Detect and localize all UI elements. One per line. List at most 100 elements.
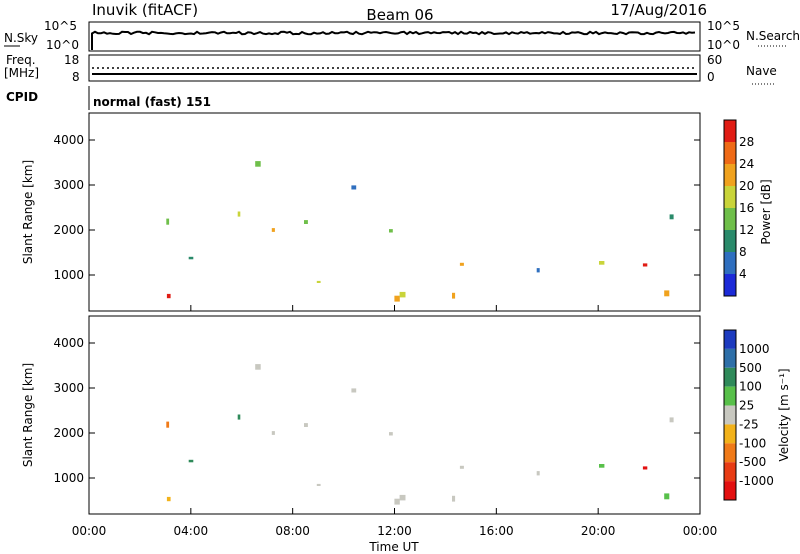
velocity-cell xyxy=(351,388,357,393)
nsearch-tick-top: 10^5 xyxy=(707,19,740,33)
velocity-colorbar: 1000 500 100 25 -25 -100 -500 -1000 xyxy=(723,329,774,501)
velocity-cell xyxy=(166,421,170,428)
power-cell xyxy=(304,220,308,224)
velocity-ytick-label: 3000 xyxy=(53,381,84,395)
nave-label: Nave xyxy=(746,64,777,78)
velocity-cell xyxy=(389,432,393,436)
velocity-heatmap xyxy=(166,364,674,505)
power-ytick-label: 4000 xyxy=(53,133,84,147)
velocity-panel-frame xyxy=(88,315,701,515)
power-colorbar-tick: 28 xyxy=(739,135,754,149)
power-cell xyxy=(188,256,194,260)
velocity-ytick-label: 1000 xyxy=(53,471,84,485)
time-x-ticks: 00:00 04:00 08:00 12:00 16:00 20:00 00:00 xyxy=(72,305,718,538)
nsky-tick-top: 10^5 xyxy=(44,19,77,33)
nsky-tick-bottom: 10^0 xyxy=(46,38,79,52)
velocity-colorbar-swatch xyxy=(724,443,736,463)
nave-tick-top: 60 xyxy=(707,53,722,67)
x-tick-label: 16:00 xyxy=(479,524,514,538)
power-heatmap xyxy=(166,161,674,302)
velocity-colorbar-swatch xyxy=(724,367,736,387)
velocity-colorbar-tick: -25 xyxy=(739,417,759,431)
power-cell xyxy=(389,229,393,233)
velocity-colorbar-swatch xyxy=(724,405,736,425)
freq-label: Freq. xyxy=(6,53,36,67)
power-cell xyxy=(664,290,670,297)
power-cell xyxy=(351,185,357,190)
power-cell xyxy=(166,218,170,225)
nsearch-label: N.Search xyxy=(746,29,800,43)
nsky-label: N.Sky xyxy=(4,31,38,45)
power-colorbar: 4 8 12 16 20 24 28 xyxy=(723,119,754,297)
power-colorbar-frame xyxy=(723,119,737,297)
station-title: Inuvik (fitACF) xyxy=(92,1,198,19)
power-colorbar-swatch xyxy=(724,252,736,274)
x-tick-label: 20:00 xyxy=(581,524,616,538)
velocity-cell xyxy=(316,483,321,486)
nave-tick-bottom: 0 xyxy=(707,70,715,84)
velocity-cell xyxy=(255,364,261,370)
nsky-trace xyxy=(91,30,696,50)
x-tick-label: 00:00 xyxy=(683,524,718,538)
power-cell xyxy=(459,262,464,266)
velocity-cell xyxy=(188,459,194,463)
velocity-colorbar-swatch xyxy=(724,386,736,406)
power-colorbar-swatch xyxy=(724,164,736,186)
power-cell xyxy=(669,214,674,220)
power-cell xyxy=(642,263,648,267)
velocity-cell xyxy=(166,496,171,502)
power-cell xyxy=(452,292,456,299)
nsearch-tick-bottom: 10^0 xyxy=(707,38,740,52)
power-ytick-label: 3000 xyxy=(53,178,84,192)
freq-tick-bottom: 8 xyxy=(72,70,80,84)
velocity-cell xyxy=(271,431,275,435)
velocity-cell xyxy=(452,495,456,502)
velocity-colorbar-tick: -500 xyxy=(739,455,766,469)
power-cell xyxy=(166,293,171,299)
velocity-colorbar-tick: 100 xyxy=(739,380,762,394)
power-colorbar-tick: 20 xyxy=(739,179,754,193)
power-y-ticks: 1000 2000 3000 4000 xyxy=(53,133,700,282)
cpid-label: CPID xyxy=(6,90,38,104)
power-cell xyxy=(237,211,241,217)
power-cell xyxy=(316,280,321,283)
power-colorbar-tick: 12 xyxy=(739,223,754,237)
freq-panel xyxy=(88,54,701,82)
power-ylabel: Slant Range [km] xyxy=(21,160,35,264)
power-cell xyxy=(255,161,261,167)
velocity-cell xyxy=(304,423,308,427)
nsky-panel xyxy=(88,21,701,52)
power-colorbar-tick: 4 xyxy=(739,267,747,281)
velocity-colorbar-swatch xyxy=(724,330,736,349)
power-cell xyxy=(536,268,540,273)
velocity-colorbar-tick: -1000 xyxy=(739,474,774,488)
velocity-cell xyxy=(237,414,241,420)
power-colorbar-tick: 24 xyxy=(739,157,754,171)
velocity-cell xyxy=(664,493,670,500)
velocity-cell xyxy=(394,498,400,505)
freq-unit: [MHz] xyxy=(4,66,39,80)
velocity-colorbar-tick: 500 xyxy=(739,361,762,375)
cpid-value: normal (fast) 151 xyxy=(93,95,211,109)
velocity-ytick-label: 2000 xyxy=(53,426,84,440)
x-tick-label: 12:00 xyxy=(377,524,412,538)
velocity-cell xyxy=(642,466,648,470)
velocity-cell xyxy=(459,465,464,469)
freq-tick-top: 18 xyxy=(64,53,79,67)
velocity-colorbar-swatch xyxy=(724,462,736,482)
date-title: 17/Aug/2016 xyxy=(610,1,707,19)
power-colorbar-tick: 8 xyxy=(739,245,747,259)
power-cell xyxy=(394,295,400,302)
velocity-cell xyxy=(536,471,540,476)
velocity-colorbar-tick: 1000 xyxy=(739,342,770,356)
power-cell xyxy=(271,228,275,232)
power-colorbar-swatch xyxy=(724,230,736,252)
beam-title: Beam 06 xyxy=(366,6,433,24)
velocity-ytick-label: 4000 xyxy=(53,336,84,350)
velocity-colorbar-swatch xyxy=(724,424,736,444)
velocity-cell xyxy=(399,494,406,501)
power-colorbar-swatch xyxy=(724,142,736,164)
velocity-colorbar-tick: 25 xyxy=(739,399,754,413)
power-cell xyxy=(399,291,406,298)
